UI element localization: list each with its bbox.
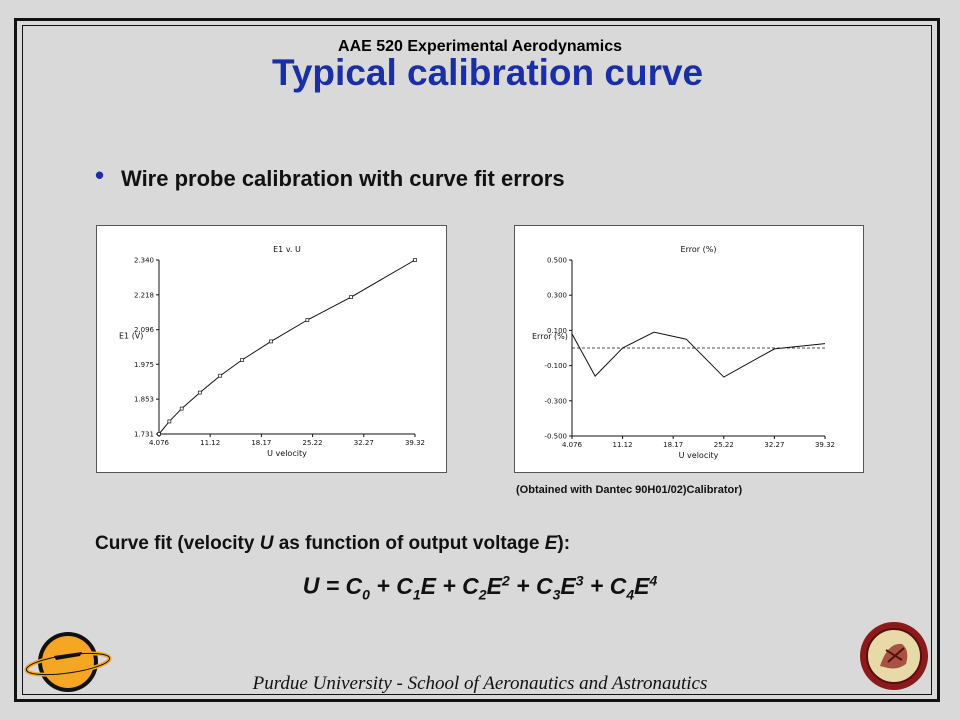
slide-frame-outer (14, 18, 940, 702)
y-tick-label: -0.100 (544, 362, 567, 370)
x-tick-label: 25.22 (714, 441, 734, 449)
x-axis-label: U velocity (679, 451, 719, 460)
slide-frame-inner (22, 25, 932, 695)
curve-fit-var-u: U (259, 533, 274, 554)
equation-term-2: C2E2 (462, 572, 510, 603)
data-point (269, 339, 273, 344)
curve-fit-label: Curve fit (velocity U as function of out… (95, 533, 570, 555)
series-line (571, 331, 826, 378)
x-axis-label: U velocity (267, 449, 307, 458)
x-tick-label: 18.17 (663, 441, 683, 449)
series-line (158, 259, 416, 435)
calibration-chart-panel: E1 v. U 1.731 1.853 1.975 2.096 2.218 2.340 4.0… (96, 225, 447, 473)
data-point (167, 419, 172, 424)
x-tick-label: 4.076 (149, 439, 170, 447)
y-tick-label: 0.100 (547, 327, 567, 335)
y-tick-label: 0.500 (547, 257, 567, 265)
aeronautics-logo-icon (24, 632, 112, 692)
y-tick-label: 2.096 (134, 326, 155, 334)
x-tick-label: 32.27 (354, 439, 374, 447)
chart-title: Error (%) (681, 245, 717, 254)
equation-term-4: C4E4 (609, 572, 658, 603)
y-axis-label: E1 (V) (119, 331, 143, 340)
bullet-dot-icon: • (95, 160, 105, 190)
chart-title: E1 v. U (273, 245, 301, 254)
x-tick-label: 18.17 (251, 439, 271, 447)
x-tick-label: 25.22 (303, 439, 323, 447)
curve-fit-text-1: Curve fit (velocity (95, 533, 260, 554)
y-tick-label: 0.300 (547, 292, 567, 300)
y-axis-label: Error (%) (532, 332, 568, 341)
y-tick-label: 2.218 (134, 291, 154, 299)
data-point (240, 358, 244, 362)
error-chart: Error (%) 0.500 0.300 0.100 -0.100 -0.300 -0.5… (532, 245, 835, 460)
x-tick-label: 39.32 (815, 441, 835, 449)
curve-fit-text-3: ): (557, 533, 571, 554)
curve-fit-text-2: as function of output voltage (273, 533, 545, 554)
data-point (179, 406, 184, 411)
equation-lhs: U (302, 572, 320, 599)
page-title: Typical calibration curve (272, 52, 704, 93)
x-tick-label: 11.12 (613, 441, 633, 449)
y-tick-label: 2.340 (134, 257, 154, 265)
data-point (157, 432, 161, 436)
curve-fit-equation: U = C0 + C1E + C2E2 + C3E3 + C4E4 (302, 572, 658, 603)
bullet-text: Wire probe calibration with curve fit er… (121, 166, 565, 191)
data-point (198, 390, 202, 395)
x-tick-label: 32.27 (764, 441, 784, 449)
data-point (305, 318, 310, 322)
calibration-chart: E1 v. U 1.731 1.853 1.975 2.096 2.218 2.340 4.0… (119, 245, 425, 458)
y-tick-label: 1.853 (134, 396, 154, 404)
x-tick-label: 11.12 (200, 439, 220, 447)
curve-fit-var-e: E (544, 533, 558, 554)
equation-term-1: C1E (396, 572, 436, 603)
data-point (349, 295, 353, 299)
y-tick-label: 1.975 (134, 361, 154, 369)
data-point (413, 258, 417, 262)
y-tick-label: 1.731 (134, 431, 154, 439)
course-name: AAE 520 Experimental Aerodynamics (338, 38, 622, 55)
x-tick-label: 39.32 (405, 439, 425, 447)
y-tick-label: -0.300 (544, 397, 567, 405)
purdue-seal-icon (860, 622, 928, 690)
calibrator-note: (Obtained with Dantec 90H01/02)Calibrato… (516, 484, 743, 496)
data-point (218, 373, 223, 378)
equation-term-3: C3E3 (535, 572, 584, 603)
error-chart-panel: Error (%) 0.500 0.300 0.100 -0.100 -0.300 -0.5… (514, 225, 864, 473)
equation-term-0: C0 (345, 572, 370, 603)
footer-text: Purdue University - School of Aeronautic… (252, 673, 708, 694)
x-tick-label: 4.076 (562, 441, 583, 449)
y-tick-label: -0.500 (544, 433, 567, 441)
